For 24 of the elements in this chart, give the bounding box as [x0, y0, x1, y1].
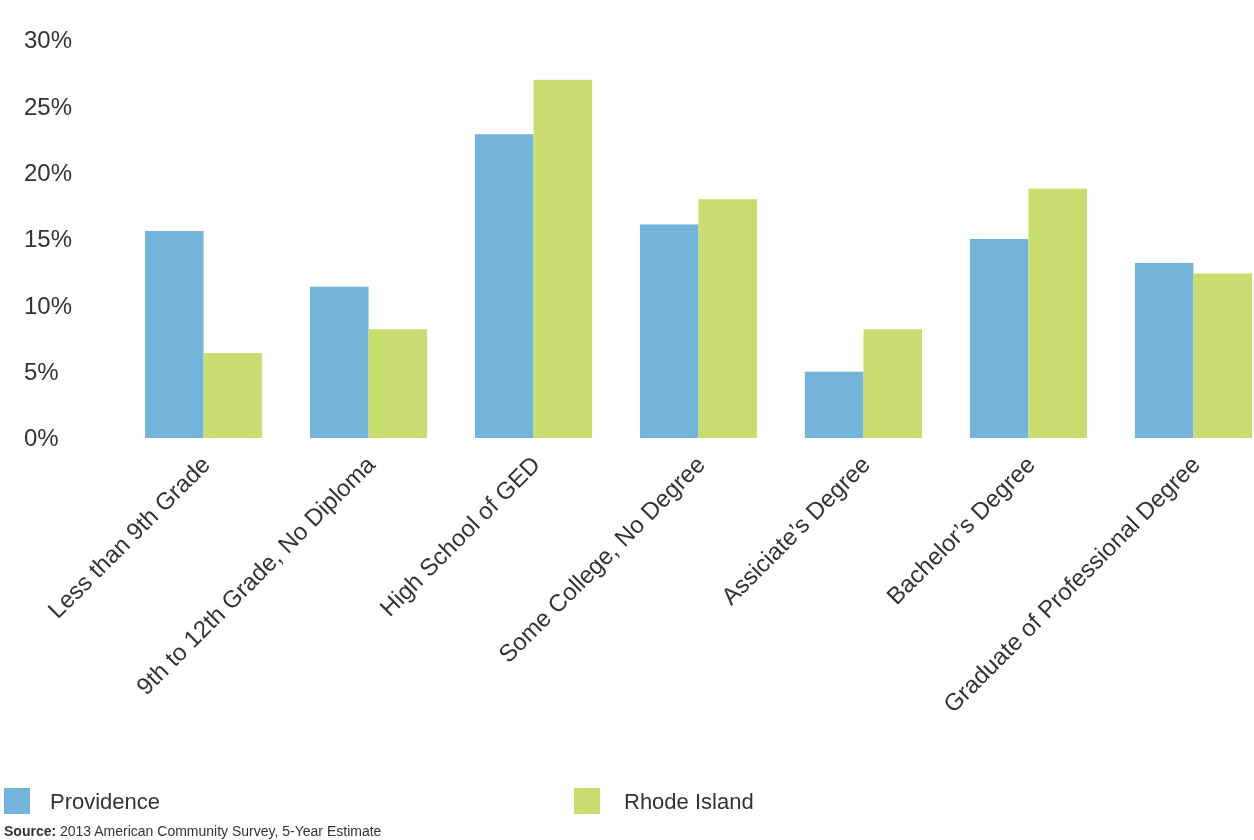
bar — [368, 329, 428, 438]
bar — [969, 239, 1029, 438]
y-tick-label: 10% — [24, 291, 73, 319]
y-tick-label: 20% — [24, 159, 73, 187]
source-note: Source: 2013 American Community Survey, 5-Year Estimate — [4, 823, 382, 839]
y-tick-label: 30% — [24, 26, 73, 54]
y-tick-label: 15% — [24, 225, 73, 253]
bar — [474, 134, 534, 438]
legend-label: Providence — [50, 788, 161, 814]
bar — [533, 79, 593, 438]
bar — [698, 199, 758, 438]
y-tick-label: 0% — [24, 424, 59, 452]
y-tick-label: 25% — [24, 92, 73, 120]
bar — [863, 329, 923, 438]
bar — [309, 286, 369, 438]
bar — [1193, 273, 1252, 438]
legend-label: Rhode Island — [624, 788, 754, 814]
bar — [1028, 188, 1088, 438]
bar — [145, 231, 204, 438]
bar — [1134, 262, 1194, 438]
bar — [639, 224, 699, 438]
y-tick-label: 5% — [24, 358, 59, 386]
bar — [804, 371, 864, 438]
bar — [203, 353, 263, 438]
